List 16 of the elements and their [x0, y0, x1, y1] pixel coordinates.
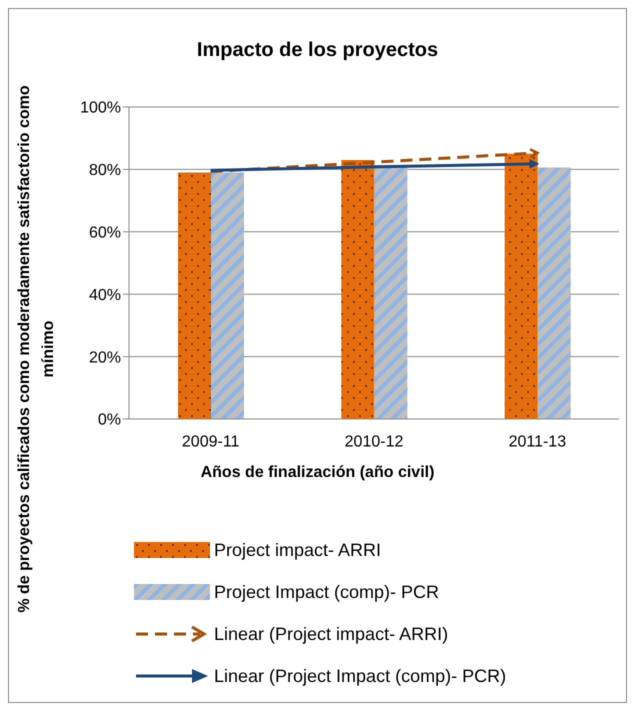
legend-label: Project Impact (comp)- PCR: [214, 582, 440, 602]
legend-label: Linear (Project impact- ARRI): [214, 624, 448, 644]
y-tick-label: 20%: [88, 349, 121, 366]
y-axis-title: % de proyectos calificados como moderadamente satisfactorio como mínimo: [15, 84, 58, 615]
y-tick-label: 40%: [88, 286, 121, 304]
x-tick-label: 2010-12: [344, 433, 404, 450]
x-tick-label: 2011-13: [508, 433, 566, 450]
legend-label: Linear (Project Impact (comp)- PCR): [214, 666, 506, 686]
y-tick-label: 0%: [98, 412, 121, 429]
x-tick-label: 2009-11: [182, 433, 240, 450]
x-axis-title: Años de finalización (año civil): [200, 464, 434, 481]
y-tick-label: 60%: [88, 224, 121, 242]
y-tick-label: 100%: [80, 100, 121, 117]
y-tick-label: 80%: [88, 162, 121, 180]
chart-title: Impacto de los proyectos: [196, 39, 440, 62]
legend-label: Project impact- ARRI: [214, 540, 382, 560]
